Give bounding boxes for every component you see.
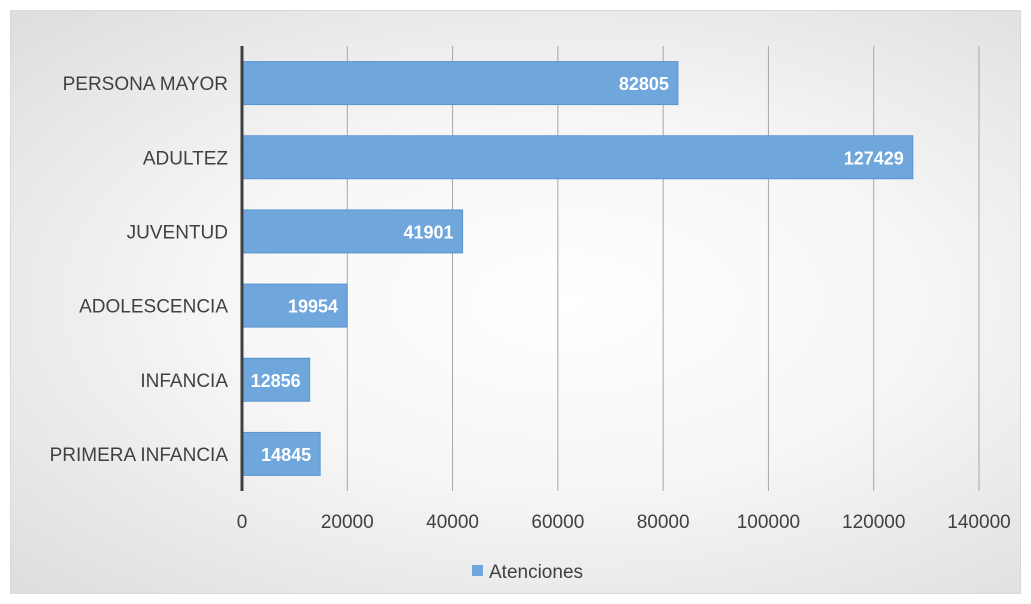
category-label: PRIMERA INFANCIA: [50, 445, 229, 466]
category-label: JUVENTUD: [127, 222, 228, 243]
category-label: ADOLESCENCIA: [79, 297, 228, 318]
x-tick-label: 0: [237, 512, 248, 533]
gridlines: [346, 46, 980, 491]
bar-persona-mayor: [241, 61, 679, 106]
data-labels: 82805 127429 41901 19954 12856 14845: [251, 74, 904, 465]
bar-adultez: [241, 135, 914, 180]
x-tick-label: 80000: [637, 512, 690, 533]
x-tick-labels: 0 20000 40000 60000 80000 100000 120000 140000: [237, 512, 1011, 533]
x-tick-label: 120000: [842, 512, 905, 533]
x-tick-label: 100000: [737, 512, 800, 533]
data-label: 19954: [288, 297, 338, 317]
bars: [241, 61, 914, 476]
chart-area: 82805 127429 41901 19954 12856 14845 PERSONA …: [10, 10, 1021, 594]
bar-infancia: [241, 357, 311, 402]
x-tick-label: 140000: [947, 512, 1010, 533]
data-label: 82805: [619, 74, 669, 94]
data-label: 14845: [261, 445, 311, 465]
legend-label-atenciones: Atenciones: [489, 562, 583, 583]
category-label: INFANCIA: [140, 371, 228, 392]
data-label: 127429: [844, 148, 904, 168]
legend-swatch-atenciones: [472, 565, 483, 576]
bar-adolescencia: [241, 283, 348, 328]
x-tick-label: 60000: [531, 512, 584, 533]
legend: Atenciones: [472, 562, 583, 583]
category-labels: PERSONA MAYOR ADULTEZ JUVENTUD ADOLESCENCIA…: [50, 74, 229, 466]
x-tick-label: 40000: [426, 512, 479, 533]
category-label: PERSONA MAYOR: [63, 74, 228, 95]
bar-chart: 82805 127429 41901 19954 12856 14845 PERSONA …: [50, 46, 1011, 583]
data-label: 12856: [251, 371, 301, 391]
x-tick-label: 20000: [321, 512, 374, 533]
data-label: 41901: [404, 222, 454, 242]
category-label: ADULTEZ: [143, 148, 229, 169]
